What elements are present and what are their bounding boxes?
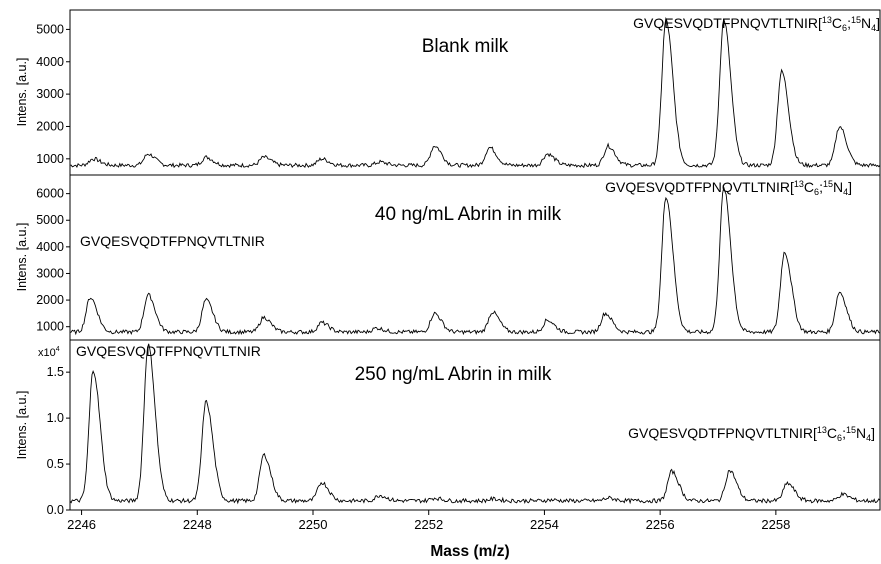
y-tick-label: 5000 [36,213,64,227]
peptide-label-native: GVQESVQDTFPNQVTLTNIR [80,233,265,249]
y-tick-label: 3000 [36,87,64,101]
x-axis-ticks: 2246 2248 2250 2252 2254 2256 2258 [67,510,790,532]
x-axis-label: Mass (m/z) [430,543,509,560]
x-tick-label: 2246 [67,517,96,532]
x-tick-label: 2252 [414,517,443,532]
y-tick-label: 2000 [36,119,64,133]
panel-title: 250 ng/mL Abrin in milk [355,364,552,385]
y-tick-label: 0.0 [47,503,64,517]
y-tick-label: 1.0 [47,411,64,425]
y-axis-ticks: 0.0 0.5 1.0 1.5 [47,365,70,517]
spectrum-trace [69,187,881,336]
x-tick-label: 2258 [761,517,790,532]
y-tick-label: 0.5 [47,457,64,471]
y-axis-label: Intens. [a.u.] [15,391,29,460]
panel-blank-milk: 1000 2000 3000 4000 5000 Intens. [a.u.] Blan… [15,9,881,176]
y-axis-label: Intens. [a.u.] [15,223,29,292]
peptide-label-labeled: GVQESVQDTFPNQVTLTNIR[13C6;15N4] [628,425,875,443]
spectrum-trace [69,16,881,169]
spectrum-trace [69,343,881,505]
panel-title: 40 ng/mL Abrin in milk [375,204,562,225]
y-axis-ticks: 1000 2000 3000 4000 5000 6000 [36,187,70,334]
y-tick-label: 2000 [36,293,64,307]
x-tick-label: 2256 [646,517,675,532]
panel-title: Blank milk [422,36,509,57]
y-tick-label: 3000 [36,266,64,280]
x-tick-label: 2250 [299,517,328,532]
y-tick-label: 5000 [36,22,64,36]
peptide-label-native: GVQESVQDTFPNQVTLTNIR [76,343,261,359]
y-tick-label: 4000 [36,240,64,254]
y-axis-multiplier: x104 [38,346,60,359]
y-tick-label: 1000 [36,320,64,334]
y-axis-label: Intens. [a.u.] [15,58,29,127]
x-tick-label: 2254 [530,517,559,532]
x-tick-label: 2248 [183,517,212,532]
panel-250ng-abrin: 0.0 0.5 1.0 1.5 x104 Intens. [a.u.] 250 ng/… [15,339,881,517]
y-tick-label: 6000 [36,187,64,201]
peptide-label-labeled: GVQESVQDTFPNQVTLTNIR[13C6;15N4] [633,15,880,33]
y-tick-label: 1.5 [47,365,64,379]
y-axis-ticks: 1000 2000 3000 4000 5000 [36,22,70,166]
y-tick-label: 4000 [36,55,64,69]
y-tick-label: 1000 [36,152,64,166]
peptide-label-labeled: GVQESVQDTFPNQVTLTNIR[13C6;15N4] [605,179,852,197]
